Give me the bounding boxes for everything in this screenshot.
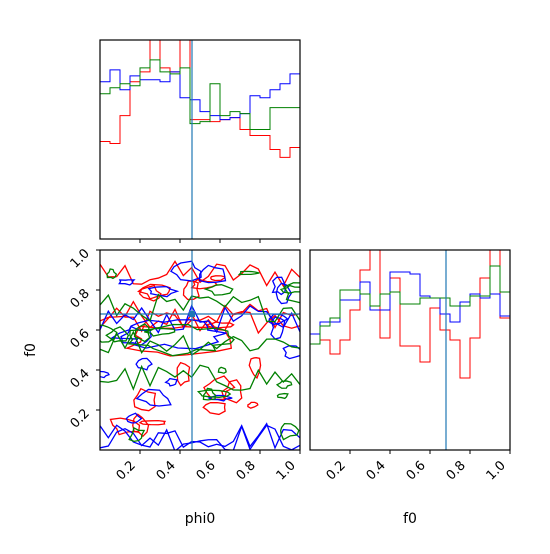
contour-f0-vs-phi0-series-2-island-12 [283, 282, 300, 304]
contour-f0-vs-phi0-series-1-island-1 [199, 264, 227, 284]
contour-f0-vs-phi0-ytick-label-1: 0.4 [68, 366, 93, 391]
contour-f0-vs-phi0-series-1-island-8 [147, 285, 180, 298]
contour-f0-vs-phi0-series-0-island-15 [248, 357, 262, 380]
contour-f0-vs-phi0-series-0-loop [124, 325, 233, 357]
contour-f0-vs-phi0-series-0-band-0 [100, 307, 300, 335]
hist-phi0-plot [100, 40, 300, 239]
contour-f0-vs-phi0-plot [100, 250, 300, 450]
contour-f0-vs-phi0-series-0-island-10 [176, 361, 191, 387]
hist-f0-xtick-label-2: 0.6 [404, 458, 429, 483]
contour-f0-vs-phi0-series-0-island-4 [202, 401, 226, 416]
hist-f0-xlabel: f0 [403, 511, 417, 527]
contour-f0-vs-phi0-series-1-band-1 [100, 422, 300, 450]
contour-f0-vs-phi0-series-0-island-13 [247, 401, 259, 409]
contour-f0-vs-phi0-series-0-band-2 [100, 300, 300, 330]
hist-phi0-series-1 [100, 69, 300, 121]
contour-f0-vs-phi0-series-1-island-3 [118, 279, 136, 286]
hist-f0-series-2 [310, 265, 510, 345]
contour-f0-vs-phi0-series-2-island-8 [275, 380, 293, 389]
hist-f0-xtick-label-4: 1.0 [484, 458, 509, 483]
contour-f0-vs-phi0-series-2-island-2 [100, 324, 118, 343]
contour-f0-vs-phi0-series-0-band-1 [100, 260, 300, 288]
contour-f0-vs-phi0-series-1-island-14 [268, 313, 289, 326]
contour-f0-vs-phi0-series-2-island-3 [237, 270, 260, 276]
contour-f0-vs-phi0-xlabel: phi0 [185, 511, 216, 527]
contour-f0-vs-phi0-series-2-island-9 [203, 284, 234, 296]
contour-f0-vs-phi0-series-1-band-2 [100, 424, 300, 450]
contour-f0-vs-phi0-series-2-island-5 [276, 392, 289, 400]
contour-f0-vs-phi0-series-0-island-1 [137, 283, 171, 300]
contour-f0-vs-phi0-xtick-label-1: 0.4 [154, 458, 179, 483]
contour-f0-vs-phi0-series-1 [100, 260, 300, 450]
contour-f0-vs-phi0-xtick-label-3: 0.8 [234, 458, 259, 483]
hist-f0-plot [310, 250, 510, 450]
contour-f0-vs-phi0-truth-marker [189, 311, 195, 317]
contour-f0-vs-phi0-frame [99, 249, 301, 451]
contour-f0-vs-phi0-ylabel: f0 [23, 343, 39, 357]
contour-f0-vs-phi0-series-1-band-0 [100, 304, 300, 334]
contour-f0-vs-phi0-xtick-label-2: 0.6 [194, 458, 219, 483]
contour-f0-vs-phi0-ytick-label-3: 0.8 [68, 286, 93, 311]
contour-f0-vs-phi0-series-1-island-12 [135, 388, 172, 407]
hist-f0-series-0 [310, 250, 510, 379]
hist-f0-xtick-label-0: 0.2 [324, 458, 349, 483]
contour-f0-vs-phi0-series-2-island-15 [280, 423, 300, 441]
contour-f0-vs-phi0-series-2-island-0 [144, 327, 176, 337]
contour-f0-vs-phi0-xtick-label-0: 0.2 [114, 458, 139, 483]
contour-f0-vs-phi0-series-2-island-10 [217, 366, 227, 374]
hist-phi0-series-2 [100, 59, 300, 131]
contour-f0-vs-phi0-series-0-island-3 [209, 275, 226, 282]
contour-f0-vs-phi0-series-2-island-11 [128, 426, 146, 443]
contour-f0-vs-phi0-series-2-island-7 [133, 323, 151, 343]
contour-f0-vs-phi0-ytick-label-0: 0.2 [68, 406, 93, 431]
contour-f0-vs-phi0-ytick-label-4: 1.0 [68, 246, 93, 271]
contour-f0-vs-phi0-series-2 [100, 268, 300, 443]
hist-f0-series-1 [310, 271, 510, 335]
contour-f0-vs-phi0-series-2-loop [127, 323, 235, 357]
contour-f0-vs-phi0-series-0-island-8 [138, 420, 167, 426]
contour-f0-vs-phi0-series-1-island-13 [271, 276, 286, 296]
contour-f0-vs-phi0-series-2-island-4 [105, 326, 130, 343]
hist-phi0-series-0 [100, 40, 300, 158]
contour-f0-vs-phi0-series-1-island-15 [170, 260, 202, 282]
contour-f0-vs-phi0-series-2-band-0 [100, 364, 300, 391]
contour-f0-vs-phi0-series-0-island-5 [190, 278, 219, 290]
contour-f0-vs-phi0-series-1-island-4 [135, 357, 153, 371]
contour-f0-vs-phi0-series-0-island-7 [133, 387, 157, 412]
hist-f0-frame [309, 249, 511, 451]
contour-f0-vs-phi0-series-0-island-12 [132, 413, 150, 438]
hist-f0-xtick-label-3: 0.8 [444, 458, 469, 483]
contour-f0-vs-phi0-series-1-island-6 [100, 370, 110, 379]
contour-f0-vs-phi0-series-1-island-7 [164, 377, 178, 387]
hist-phi0-frame [99, 39, 301, 240]
contour-f0-vs-phi0-series-1-island-10 [270, 316, 286, 340]
contour-f0-vs-phi0-xtick-label-4: 1.0 [274, 458, 299, 483]
contour-f0-vs-phi0-series-1-island-11 [125, 412, 143, 424]
contour-f0-vs-phi0-series-2-island-14 [279, 284, 300, 294]
hist-f0-xtick-label-1: 0.4 [364, 458, 389, 483]
contour-f0-vs-phi0-series-1-island-0 [275, 282, 293, 305]
contour-f0-vs-phi0-series-2-island-13 [196, 389, 232, 398]
contour-f0-vs-phi0-series-2-band-1 [100, 293, 300, 323]
contour-f0-vs-phi0-series-2-island-1 [106, 268, 118, 280]
contour-f0-vs-phi0-ytick-label-2: 0.6 [68, 326, 93, 351]
contour-f0-vs-phi0-series-1-loop [109, 319, 227, 350]
